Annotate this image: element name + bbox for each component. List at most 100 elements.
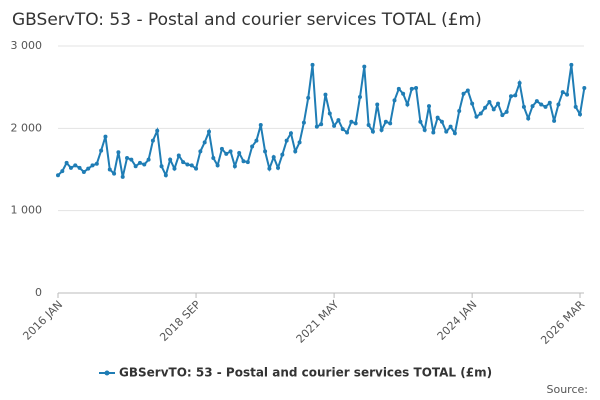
data-point: [362, 64, 367, 69]
data-point: [267, 166, 272, 171]
data-point: [94, 161, 99, 166]
y-tick-label: 3 000: [11, 39, 43, 52]
data-point: [578, 112, 582, 117]
data-point: [487, 99, 492, 104]
data-point: [194, 166, 199, 171]
x-tick-label: 2024 JAN: [435, 298, 480, 343]
data-point: [491, 107, 496, 112]
data-point: [375, 102, 380, 107]
chart-title: GBServTO: 53 - Postal and courier servic…: [12, 10, 482, 30]
data-point: [306, 95, 311, 100]
data-point: [319, 122, 324, 127]
data-point: [526, 116, 531, 121]
data-point: [457, 109, 462, 114]
data-point: [211, 155, 216, 160]
data-point: [444, 129, 449, 134]
data-point: [435, 115, 440, 120]
y-tick-label: 1 000: [11, 204, 43, 217]
legend-marker: [104, 370, 110, 376]
data-point: [232, 164, 237, 169]
data-point: [543, 104, 548, 109]
data-point: [163, 173, 168, 178]
data-point: [64, 160, 69, 165]
data-point: [556, 102, 561, 107]
y-tick-label: 0: [35, 286, 42, 299]
data-point: [409, 86, 414, 91]
data-point: [340, 127, 345, 132]
data-point: [297, 140, 302, 145]
data-point: [452, 131, 457, 136]
data-point: [172, 166, 177, 171]
data-point: [137, 160, 142, 165]
data-point: [155, 128, 160, 133]
data-point: [474, 114, 479, 119]
data-point: [224, 151, 229, 156]
data-point: [573, 104, 578, 109]
data-point: [336, 118, 341, 123]
data-point: [271, 155, 276, 160]
data-point: [353, 121, 358, 126]
data-point: [383, 119, 388, 124]
data-point: [258, 123, 263, 128]
legend-label: GBServTO: 53 - Postal and courier servic…: [119, 366, 492, 380]
data-point: [521, 104, 526, 109]
data-point: [366, 123, 371, 128]
data-point: [345, 130, 350, 135]
data-point: [508, 94, 513, 99]
x-tick-label: 2016 JAN: [20, 298, 65, 343]
data-point: [401, 91, 406, 96]
data-point: [448, 124, 453, 129]
data-point: [470, 101, 475, 106]
data-point: [202, 140, 207, 145]
data-point: [552, 118, 557, 123]
data-point: [582, 85, 587, 90]
data-point: [349, 119, 354, 124]
data-point: [405, 102, 410, 107]
data-point: [327, 111, 332, 116]
data-point: [176, 153, 181, 158]
data-point: [301, 120, 306, 125]
data-point: [465, 88, 470, 93]
source-label: Source:: [547, 383, 589, 396]
data-point: [237, 151, 242, 156]
data-point: [77, 165, 82, 170]
data-point: [250, 144, 255, 149]
data-point: [310, 62, 315, 67]
data-point: [500, 113, 505, 118]
data-point: [379, 127, 384, 132]
data-point: [90, 163, 95, 168]
data-point: [219, 146, 224, 151]
data-point: [86, 166, 91, 171]
data-point: [396, 86, 401, 91]
data-point: [504, 109, 509, 114]
data-point: [439, 119, 444, 124]
data-point: [370, 129, 375, 134]
y-tick-label: 2 000: [11, 121, 43, 134]
data-point: [263, 149, 268, 154]
data-point: [288, 131, 293, 136]
x-tick-label: 2018 SEP: [157, 298, 203, 344]
data-point: [431, 130, 436, 135]
data-point: [133, 164, 138, 169]
data-point: [323, 92, 328, 97]
data-point: [159, 164, 164, 169]
data-point: [560, 90, 565, 95]
data-point: [530, 104, 535, 109]
data-point: [513, 93, 518, 98]
data-point: [60, 169, 65, 174]
data-point: [276, 165, 281, 170]
data-point: [103, 134, 108, 139]
data-point: [215, 163, 220, 168]
data-point: [116, 150, 121, 155]
data-point: [146, 157, 151, 162]
data-point: [547, 100, 552, 105]
data-point: [539, 102, 544, 107]
data-point: [496, 101, 501, 106]
data-point: [280, 152, 285, 157]
data-point: [107, 167, 112, 172]
data-point: [120, 174, 125, 179]
data-point: [56, 173, 60, 178]
data-point: [228, 149, 233, 154]
data-point: [150, 138, 155, 143]
